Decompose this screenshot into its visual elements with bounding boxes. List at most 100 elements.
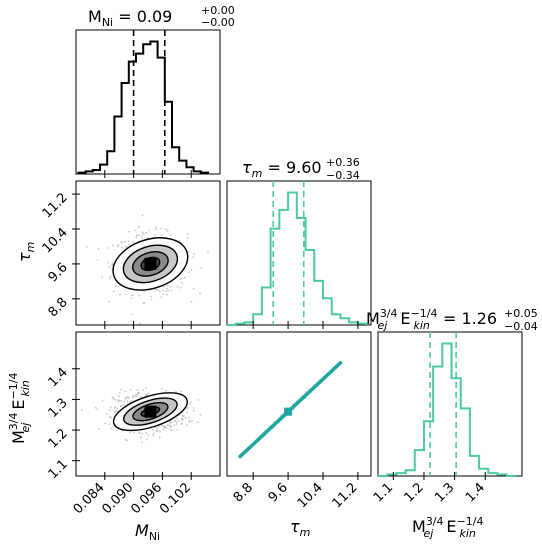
joint-m-tau-sample-point: [107, 247, 110, 249]
joint-m-tau-sample-point: [141, 214, 144, 217]
joint-m-tau-sample-point: [96, 259, 99, 262]
joint-m-tau-sample-point: [121, 246, 124, 249]
joint-m-mej-sample-point: [182, 414, 184, 417]
joint-m-tau-sample-point: [186, 232, 189, 235]
y-tick-label: 9.6: [46, 260, 71, 285]
joint-m-tau-sample-point: [125, 293, 128, 296]
joint-m-mej-sample-point: [109, 406, 112, 409]
joint-m-mej-sample-point: [138, 392, 141, 394]
joint-m-tau-sample-point: [154, 228, 157, 231]
joint-m-tau-sample-point: [132, 241, 134, 243]
xlabel-m-ni: MNi: [135, 521, 160, 543]
joint-m-tau-sample-point: [199, 292, 201, 295]
joint-m-tau-sample-point: [164, 228, 167, 231]
x-tick-label: 1.2: [402, 480, 427, 505]
joint-m-mej-sample-point: [117, 401, 120, 403]
joint-m-tau-sample-point: [165, 293, 168, 296]
joint-m-mej-sample-point: [124, 438, 127, 441]
joint-m-mej-sample-point: [157, 425, 160, 428]
joint-m-tau-sample-point: [141, 231, 144, 234]
joint-m-tau-sample-point: [128, 230, 130, 233]
joint-m-tau-sample-point: [120, 241, 123, 244]
joint-m-tau-sample-point: [150, 298, 153, 301]
joint-m-tau-sample-point: [137, 225, 140, 228]
joint-m-tau-sample-point: [143, 290, 146, 293]
panel-joint-m-tau: [75, 180, 221, 326]
x-tick-label: 1.3: [432, 480, 457, 505]
joint-m-tau-sample-point: [119, 293, 121, 296]
y-tick-label: 1.3: [46, 396, 71, 421]
joint-m-mej-sample-point: [108, 423, 111, 426]
joint-m-mej-sample-point: [186, 411, 188, 414]
joint-m-mej-sample-point: [170, 429, 173, 432]
joint-m-mej-peak: [144, 405, 157, 418]
joint-m-mej-sample-point: [175, 390, 177, 393]
joint-m-tau-sample-point: [140, 234, 143, 237]
joint-m-tau-sample-point: [160, 234, 163, 236]
joint-m-mej-sample-point: [145, 432, 147, 435]
joint-m-tau-sample-point: [111, 244, 114, 247]
joint-m-tau-sample-point: [176, 285, 179, 288]
joint-m-tau-sample-point: [207, 251, 209, 254]
joint-m-tau-sample-point: [157, 288, 160, 291]
joint-m-mej-sample-point: [111, 396, 114, 399]
x-tick-label: 0.084: [71, 480, 108, 517]
joint-m-tau-sample-point: [86, 245, 88, 248]
joint-m-mej-sample-point: [97, 427, 100, 430]
joint-m-tau-sample-point: [137, 234, 140, 237]
joint-m-tau-sample-point: [167, 289, 170, 292]
joint-m-mej-sample-point: [124, 397, 127, 400]
joint-m-mej-sample-point: [136, 393, 139, 395]
joint-m-tau-sample-point: [142, 302, 145, 304]
joint-m-mej-sample-point: [126, 400, 129, 403]
joint-m-mej-sample-point: [190, 400, 192, 403]
joint-m-tau-sample-point: [190, 268, 193, 271]
y-tick-label: 10.4: [40, 225, 71, 256]
xlabel-tau-m: τm: [290, 517, 310, 539]
joint-m-mej-sample-point: [170, 421, 173, 424]
joint-m-tau-sample-point: [142, 232, 145, 235]
joint-m-tau-sample-point: [141, 237, 144, 240]
joint-m-mej-sample-point: [131, 396, 134, 398]
joint-m-tau-sample-point: [133, 229, 136, 232]
joint-m-tau-sample-point: [130, 313, 133, 316]
joint-m-mej-sample-point: [132, 431, 135, 434]
joint-m-mej-sample-point: [175, 421, 178, 424]
joint-m-tau-sample-point: [127, 240, 130, 243]
joint-m-tau-sample-point: [179, 278, 182, 281]
joint-m-tau-sample-point: [166, 287, 168, 290]
joint-m-mej-sample-point: [114, 398, 117, 401]
joint-m-mej-sample-point: [134, 393, 137, 396]
joint-m-mej-sample-point: [179, 390, 182, 393]
title-mej-ekin: M3/4 ej E−1/4 kin = 1.26 +0.05 −0.04: [366, 302, 542, 333]
joint-m-tau-sample-point: [107, 261, 110, 264]
joint-m-tau-sample-point: [109, 277, 111, 280]
joint-m-tau-sample-point: [124, 289, 127, 292]
joint-m-mej-sample-point: [173, 424, 176, 427]
joint-m-mej-sample-point: [152, 434, 154, 436]
joint-m-tau-sample-point: [113, 290, 116, 293]
joint-m-tau-sample-point: [130, 297, 133, 300]
joint-m-mej-sample-point: [163, 426, 166, 429]
hist-tau-steps: [227, 191, 368, 326]
joint-m-mej-sample-point: [181, 422, 184, 425]
joint-m-mej-sample-point: [108, 415, 111, 418]
joint-m-mej-sample-point: [147, 434, 150, 436]
joint-m-mej-sample-point: [120, 405, 123, 407]
panel-joint-m-mej: [75, 331, 221, 477]
joint-m-tau-sample-point: [97, 247, 100, 250]
joint-m-mej-sample-point: [175, 417, 178, 420]
joint-tau-mej-sample-point: [300, 394, 303, 397]
joint-m-mej-sample-point: [164, 389, 167, 392]
joint-m-tau-peak: [144, 257, 157, 270]
y-tick-label: 1.1: [46, 457, 71, 482]
joint-m-tau-sample-point: [186, 237, 189, 239]
joint-m-mej-sample-point: [133, 395, 136, 398]
joint-m-mej-sample-point: [151, 429, 154, 431]
ylabel-mej-ekin: M3/4ej E−1/4kin: [7, 373, 32, 444]
joint-m-mej-sample-point: [135, 395, 138, 397]
joint-m-mej-sample-point: [141, 432, 143, 435]
joint-m-mej-sample-point: [174, 419, 177, 422]
x-tick-label: 0.090: [100, 480, 137, 517]
